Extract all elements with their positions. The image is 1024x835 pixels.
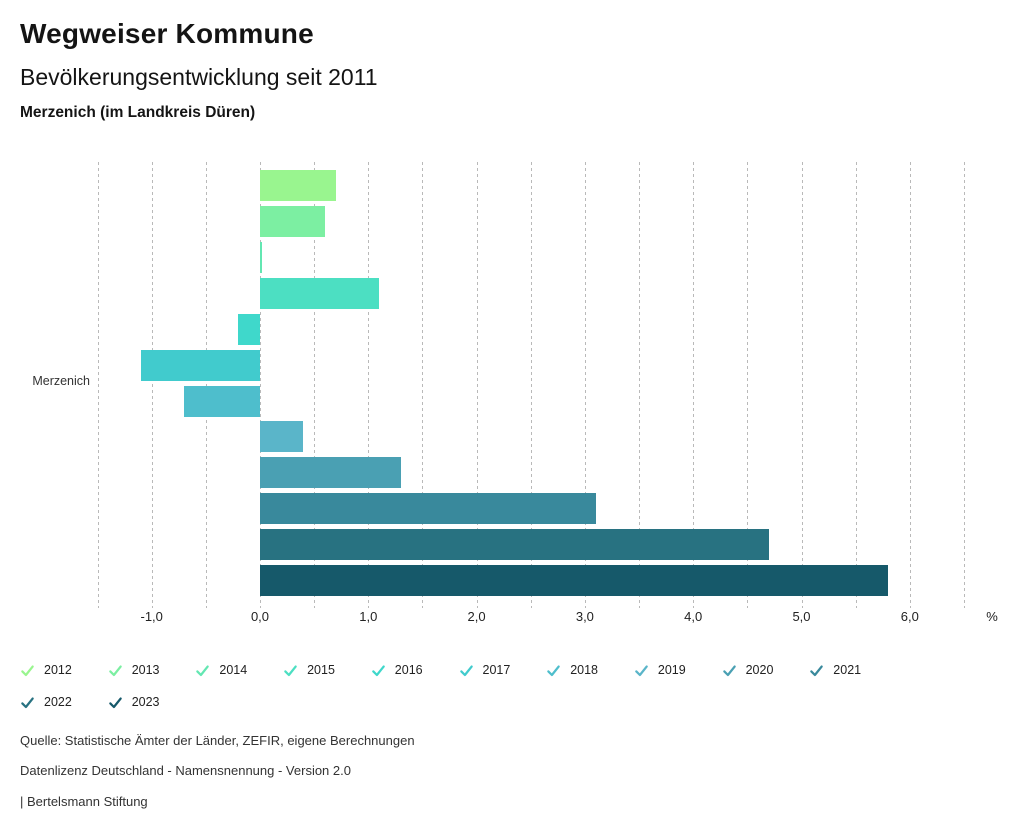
legend-item-2017[interactable]: 2017 [459, 654, 511, 686]
x-axis-tick-label: 0,0 [250, 609, 270, 624]
gridline [693, 162, 695, 608]
chart-title: Bevölkerungsentwicklung seit 2011 [20, 64, 378, 90]
bar-2014[interactable] [260, 241, 262, 273]
x-axis-tick-label: 4,0 [684, 609, 703, 624]
legend-item-2015[interactable]: 2015 [283, 654, 335, 686]
legend: 2012 2013 2014 2015 2016 2017 2018 2019 2020 2021… [0, 654, 1024, 718]
legend-item-2023[interactable]: 2023 [108, 686, 160, 718]
gridline [205, 162, 207, 608]
bar-2020[interactable] [260, 457, 401, 489]
legend-check-icon [547, 664, 560, 676]
license-note: Datenlizenz Deutschland - Namensnennung … [20, 763, 351, 778]
gridline [747, 162, 749, 608]
gridline [801, 162, 803, 608]
legend-item-label: 2019 [657, 663, 686, 677]
legend-item-label: 2012 [44, 663, 72, 677]
legend-item-2012[interactable]: 2012 [20, 654, 72, 686]
legend-item-label: 2014 [219, 663, 248, 677]
gridline [963, 162, 965, 608]
x-axis-tick-label: 3,0 [575, 609, 594, 624]
gridline [855, 162, 857, 608]
legend-item-label: 2015 [307, 663, 335, 677]
gridline [314, 162, 316, 608]
gridline [97, 162, 99, 608]
legend-check-icon [21, 664, 34, 676]
bar-2018[interactable] [184, 385, 260, 417]
bar-2013[interactable] [260, 205, 325, 237]
bar-2012[interactable] [260, 170, 336, 201]
gridline [151, 162, 153, 608]
x-axis: -1,0 0,0 1,0 2,0 3,0 4,0 5,0 6,0% [0, 609, 1024, 627]
gridline [909, 162, 911, 608]
legend-item-label: 2023 [131, 695, 160, 709]
gridline [368, 162, 370, 608]
legend-check-icon [196, 664, 210, 676]
legend-item-2022[interactable]: 2022 [20, 686, 72, 718]
x-axis-tick-label: 1,0 [359, 609, 378, 624]
x-axis-unit-label: % [986, 609, 998, 624]
legend-item-2018[interactable]: 2018 [546, 654, 598, 686]
x-axis-tick-label: 6,0 [900, 609, 919, 624]
gridline [639, 162, 640, 608]
bar-2021[interactable] [260, 493, 596, 525]
gridline [260, 162, 261, 608]
gridline [422, 162, 424, 608]
legend-item-label: 2020 [745, 663, 774, 677]
legend-item-2016[interactable]: 2016 [371, 654, 423, 686]
bar-2016[interactable] [238, 313, 260, 345]
legend-check-icon [810, 664, 824, 676]
legend-item-2013[interactable]: 2013 [108, 654, 160, 686]
bar-2023[interactable] [260, 565, 889, 597]
bar-2015[interactable] [260, 277, 380, 309]
gridline [476, 162, 478, 608]
x-axis-tick-label: 2,0 [467, 609, 486, 624]
legend-item-label: 2022 [44, 695, 72, 709]
legend-item-2014[interactable]: 2014 [195, 654, 247, 686]
plot-area [0, 162, 1024, 608]
legend-item-label: 2018 [570, 663, 598, 677]
x-axis-tick-label: -1,0 [140, 609, 163, 624]
chart-region-subtitle: Merzenich (im Landkreis Düren) [20, 104, 256, 121]
legend-check-icon [722, 664, 736, 676]
publisher-note: | Bertelsmann Stiftung [20, 794, 148, 809]
legend-check-icon [21, 696, 34, 708]
gridline [530, 162, 532, 608]
legend-check-icon [459, 664, 473, 676]
bar-2017[interactable] [140, 349, 260, 381]
y-axis-category-label: Merzenich [32, 374, 90, 388]
legend-item-2020[interactable]: 2020 [722, 654, 774, 686]
x-axis-tick-label: 5,0 [792, 609, 811, 624]
legend-item-label: 2017 [482, 663, 511, 677]
bar-2019[interactable] [260, 421, 304, 453]
legend-item-label: 2013 [131, 663, 160, 677]
legend-item-label: 2016 [394, 663, 423, 677]
legend-item-label: 2021 [833, 663, 862, 677]
legend-item-2021[interactable]: 2021 [809, 654, 861, 686]
bar-2022[interactable] [260, 529, 769, 561]
legend-check-icon [635, 664, 648, 676]
legend-check-icon [108, 696, 122, 708]
legend-check-icon [372, 664, 385, 676]
legend-check-icon [284, 664, 297, 676]
legend-check-icon [108, 664, 122, 676]
legend-item-2019[interactable]: 2019 [634, 654, 686, 686]
page-title: Wegweiser Kommune [20, 18, 314, 49]
source-note: Quelle: Statistische Ämter der Länder, Z… [20, 733, 415, 748]
gridline [584, 162, 586, 608]
